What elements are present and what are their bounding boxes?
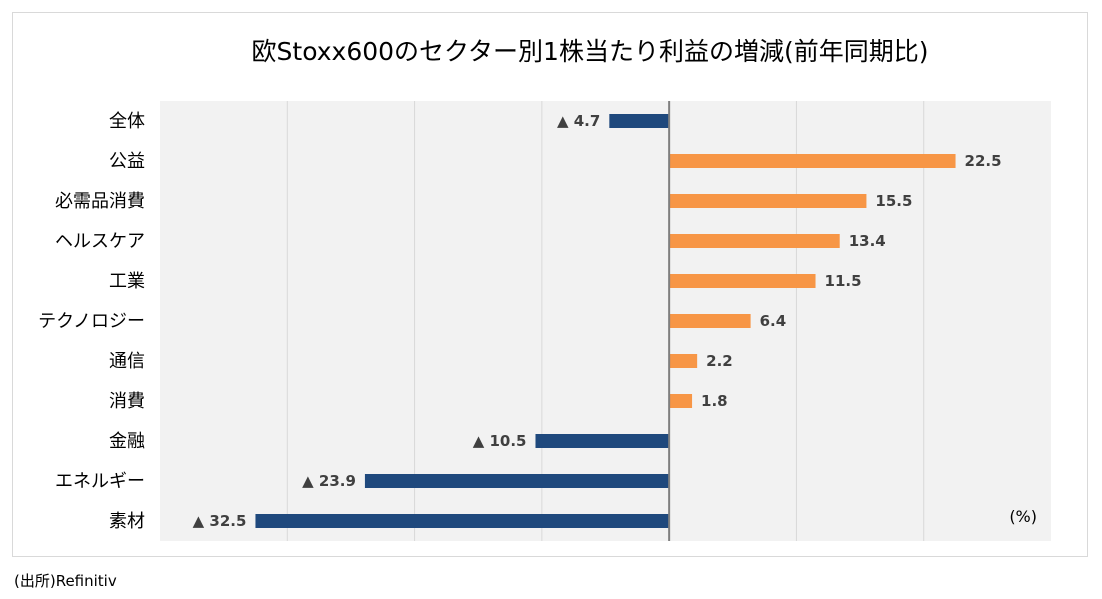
data-label: ▲ 32.5 xyxy=(193,512,247,530)
bar xyxy=(535,434,670,448)
bar xyxy=(669,194,867,208)
bar xyxy=(364,474,670,488)
category-label: 必需品消費 xyxy=(55,191,145,212)
source-note: (出所)Refinitiv xyxy=(14,572,117,590)
bar xyxy=(669,314,751,328)
value-labels: ▲ 4.7 22.5 15.5 13.4 11.5 6.4 2.2 1.8 ▲ 10.5 ▲ 23… xyxy=(193,112,1002,530)
category-label: 全体 xyxy=(109,111,145,132)
data-label: ▲ 4.7 xyxy=(557,112,600,130)
category-label: 通信 xyxy=(109,351,145,372)
data-label: 22.5 xyxy=(965,152,1002,170)
data-label: 13.4 xyxy=(849,232,886,250)
data-label: 2.2 xyxy=(706,352,733,370)
category-label: テクノロジー xyxy=(38,311,145,332)
data-label: ▲ 23.9 xyxy=(302,472,356,490)
category-label: エネルギー xyxy=(55,471,145,492)
chart-title: 欧Stoxx600のセクター別1株当たり利益の増減(前年同期比) xyxy=(252,37,929,66)
category-label: 素材 xyxy=(109,511,145,532)
bar xyxy=(669,274,816,288)
category-label: ヘルスケア xyxy=(55,231,145,252)
gridlines xyxy=(286,101,925,541)
bar xyxy=(669,354,698,368)
data-label: 6.4 xyxy=(760,312,787,330)
bar xyxy=(669,234,840,248)
data-label: 1.8 xyxy=(701,392,728,410)
category-label: 金融 xyxy=(109,431,145,452)
category-label: 公益 xyxy=(109,151,145,172)
data-label: 11.5 xyxy=(825,272,862,290)
plot-area xyxy=(160,101,1051,541)
data-label: 15.5 xyxy=(875,192,912,210)
category-label: 消費 xyxy=(109,391,145,412)
bar xyxy=(609,114,670,128)
bar xyxy=(669,154,956,168)
category-label: 工業 xyxy=(109,271,145,292)
bars xyxy=(255,114,956,528)
bar xyxy=(255,514,670,528)
bar xyxy=(669,394,693,408)
data-label: ▲ 10.5 xyxy=(473,432,527,450)
unit-label: (%) xyxy=(1009,507,1037,526)
